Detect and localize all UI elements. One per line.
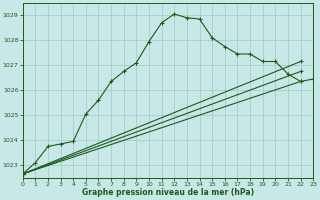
X-axis label: Graphe pression niveau de la mer (hPa): Graphe pression niveau de la mer (hPa) <box>82 188 254 197</box>
